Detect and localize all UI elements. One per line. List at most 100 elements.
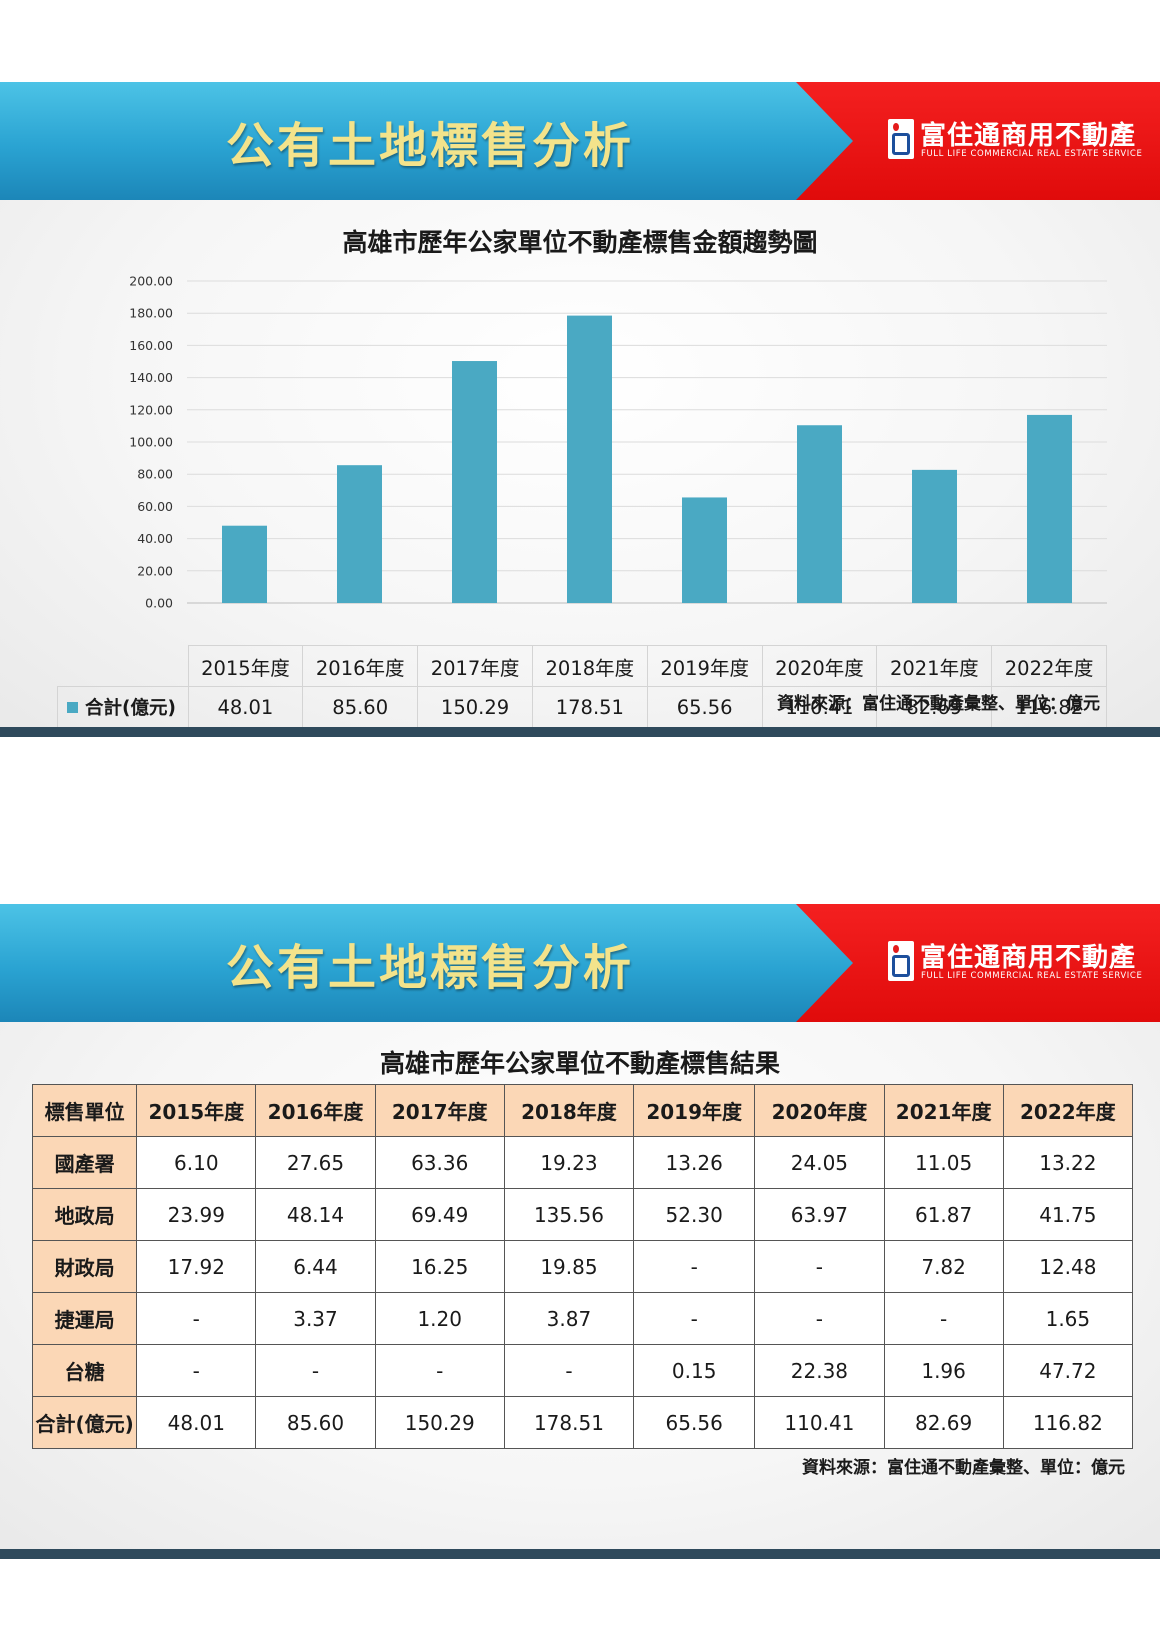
table-cell: 6.10: [136, 1136, 257, 1189]
y-tick-label: 0.00: [145, 596, 173, 611]
table-cell: 63.36: [374, 1136, 505, 1189]
table-cell: 85.60: [255, 1396, 376, 1449]
bottom-bar: [0, 1549, 1160, 1559]
series-name: 合計(億元): [85, 698, 176, 719]
table-cell: -: [754, 1292, 885, 1345]
table-cell: 19.85: [503, 1240, 635, 1293]
table-cell: -: [633, 1292, 756, 1345]
page-title: 公有土地標售分析: [225, 118, 634, 174]
logo-name: 富住通商用不動產: [920, 121, 1137, 151]
bar: [222, 525, 267, 603]
table-cell: 13.26: [633, 1136, 756, 1189]
banner-blue-arrow: [0, 82, 853, 200]
page-title: 公有土地標售分析: [225, 940, 634, 996]
chart-title: 高雄市歷年公家單位不動產標售金額趨勢圖: [342, 228, 818, 257]
table-cell: 0.15: [633, 1344, 756, 1397]
y-tick-label: 100.00: [129, 435, 173, 450]
table-cell: -: [255, 1344, 376, 1397]
results-table: 標售單位 2015年度 2016年度 2017年度 2018年度 2019年度 …: [31, 1084, 1134, 1449]
table-cell: -: [503, 1344, 635, 1397]
y-tick-label: 180.00: [129, 306, 173, 321]
y-tick-label: 40.00: [137, 531, 173, 546]
source-note: 資料來源：富住通不動產彙整、單位：億元: [802, 1458, 1125, 1478]
table-cell: 3.37: [255, 1292, 376, 1345]
table-cell: 47.72: [1002, 1344, 1134, 1397]
table-cell: 1.65: [1002, 1292, 1134, 1345]
category-label: 2017年度: [417, 645, 533, 687]
table-cell: 135.56: [503, 1188, 635, 1241]
data-table-value-row: 合計(億元) 48.01 85.60 150.29 178.51 65.56 1…: [57, 686, 1107, 728]
table-cell: 65.56: [633, 1396, 756, 1449]
table-cell: 23.99: [136, 1188, 257, 1241]
table-row: 國產署 6.10 27.65 63.36 19.23 13.26 24.05 11.05 13.…: [31, 1136, 1134, 1189]
row-header: 台糖: [31, 1344, 138, 1397]
table-cell: 11.05: [883, 1136, 1004, 1189]
table-cell: 19.23: [503, 1136, 635, 1189]
table-cell: 6.44: [255, 1240, 376, 1293]
table-cell: 82.69: [883, 1396, 1004, 1449]
bar-chart: 0.00 20.00 40.00 60.00 80.00 100.00 120.00 140.…: [129, 274, 1107, 611]
table-cell: 116.82: [1002, 1396, 1134, 1449]
bar: [797, 425, 842, 603]
row-header: 合計(億元): [31, 1396, 138, 1449]
category-label: 2022年度: [991, 645, 1107, 687]
column-header: 2018年度: [503, 1084, 635, 1137]
category-label: 2015年度: [187, 645, 304, 687]
table-cell: 13.22: [1002, 1136, 1134, 1189]
bar: [452, 361, 497, 603]
table-cell: 61.87: [883, 1188, 1004, 1241]
bar: [567, 315, 612, 603]
column-header: 標售單位: [31, 1084, 138, 1137]
table-cell: 63.97: [754, 1188, 885, 1241]
y-tick-label: 60.00: [137, 499, 173, 514]
column-header: 2017年度: [374, 1084, 505, 1137]
data-table-corner: [58, 646, 189, 687]
column-header: 2015年度: [136, 1084, 257, 1137]
table-slide: 公有土地標售分析 富住通商用不動產 FULL LIFE COMMERCIAL R…: [0, 904, 1160, 1559]
table-row: 台糖 - - - -0.15 22.38 1.96 47.72: [31, 1344, 1134, 1397]
table-cell: -: [136, 1344, 257, 1397]
category-label: 2016年度: [302, 645, 419, 687]
table-cell: 178.51: [503, 1396, 635, 1449]
y-tick-label: 200.00: [129, 274, 173, 289]
value-label: 65.56: [646, 686, 763, 728]
brand-logo: 富住通商用不動產 FULL LIFE COMMERCIAL REAL ESTAT…: [888, 937, 1148, 989]
bottom-bar: [0, 727, 1160, 737]
table-cell: -: [633, 1240, 756, 1293]
table-cell: -: [374, 1344, 505, 1397]
data-table-header-row: 2015年度 2016年度 2017年度 2018年度 2019年度 2020年…: [58, 645, 1107, 687]
table-cell: 24.05: [754, 1136, 885, 1189]
table-row: 地政局 23.99 48.14 69.49 135.56 52.30 63.97 61.87 4…: [31, 1188, 1134, 1241]
y-tick-label: 160.00: [129, 338, 173, 353]
table-cell: 22.38: [754, 1344, 885, 1397]
bar: [682, 497, 727, 603]
logo-subtitle: FULL LIFE COMMERCIAL REAL ESTATE SERVICE: [921, 971, 1143, 981]
y-tick-label: 80.00: [137, 467, 173, 482]
table-cell: -: [883, 1292, 1004, 1345]
table-cell: 16.25: [374, 1240, 505, 1293]
category-label: 2019年度: [646, 645, 763, 687]
table-row: 合計(億元) 48.01 85.60 150.29 178.51 65.56 110.41 8…: [31, 1396, 1134, 1449]
source-note: 資料來源：富住通不動產彙整、單位：億元: [777, 694, 1100, 714]
table-title: 高雄市歷年公家單位不動產標售結果: [379, 1049, 780, 1078]
column-header: 2020年度: [754, 1084, 885, 1137]
y-tick-label: 120.00: [129, 402, 173, 417]
series-legend: 合計(億元): [57, 686, 189, 728]
table-cell: 150.29: [374, 1396, 505, 1449]
value-label: 178.51: [531, 686, 648, 728]
category-label: 2021年度: [876, 645, 993, 687]
brand-logo: 富住通商用不動產 FULL LIFE COMMERCIAL REAL ESTAT…: [888, 115, 1148, 167]
table-cell: 52.30: [633, 1188, 756, 1241]
logo-mark-icon: [888, 119, 914, 159]
value-label: 150.29: [417, 686, 533, 728]
bar: [337, 465, 382, 603]
chart-slide: 公有土地標售分析 富住通商用不動產 FULL LIFE COMMERCIAL R…: [0, 82, 1160, 737]
header-banner: 公有土地標售分析 富住通商用不動產 FULL LIFE COMMERCIAL R…: [0, 82, 1160, 200]
table-cell: 12.48: [1002, 1240, 1134, 1293]
value-label: 116.82: [991, 686, 1107, 728]
table-cell: 41.75: [1002, 1188, 1134, 1241]
logo-subtitle: FULL LIFE COMMERCIAL REAL ESTATE SERVICE: [921, 149, 1143, 159]
row-header: 國產署: [31, 1136, 138, 1189]
logo-name: 富住通商用不動產: [920, 943, 1137, 973]
category-label: 2018年度: [531, 645, 648, 687]
